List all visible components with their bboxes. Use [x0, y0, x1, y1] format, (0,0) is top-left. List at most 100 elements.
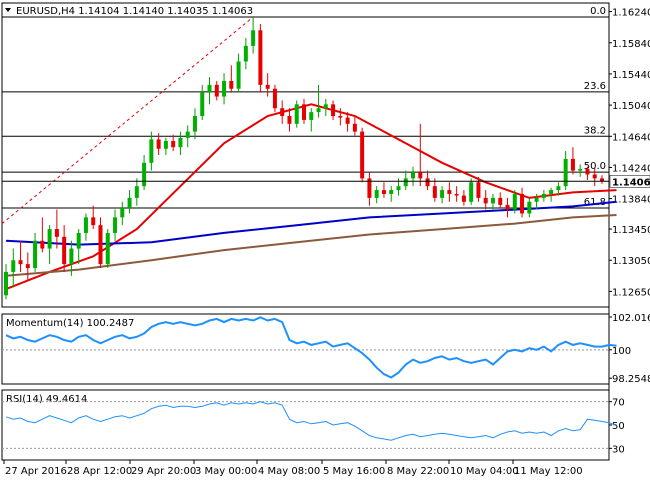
price-y-tick-label: 1.15840 — [612, 39, 650, 50]
candle — [512, 190, 517, 214]
candle — [265, 73, 270, 97]
candle-body — [585, 169, 590, 175]
fib-level-label: 0.0 — [590, 6, 606, 17]
momentum-panel: Momentum(14) 100.2487 102.0164 100 98.2548 — [2, 313, 650, 385]
candle-body — [367, 178, 372, 198]
candle-body — [570, 158, 575, 171]
candle — [578, 164, 583, 177]
candle — [440, 186, 445, 204]
panel-frames — [1, 2, 610, 461]
candle-body — [440, 190, 445, 198]
candle — [294, 100, 299, 128]
momentum-y-tick-label: 100 — [612, 346, 631, 357]
price-y-tick-label: 1.15440 — [612, 70, 650, 81]
candle — [214, 80, 219, 101]
candle — [483, 190, 488, 210]
rsi-title: RSI(14) 49.4614 — [6, 394, 87, 405]
momentum-title: Momentum(14) 100.2487 — [6, 318, 134, 329]
candle-body — [323, 104, 328, 109]
price-y-tick-label: 1.13450 — [612, 225, 650, 236]
candle — [69, 240, 74, 276]
candle-body — [222, 80, 227, 97]
candle-body — [251, 30, 256, 46]
x-tick-label: 3 May 00:00 — [195, 466, 257, 477]
price-y-tick-label: 1.13840 — [612, 195, 650, 206]
candle — [403, 170, 408, 191]
candle — [490, 193, 495, 210]
candle — [207, 77, 212, 105]
candle — [134, 178, 139, 206]
candle-body — [541, 193, 546, 198]
candle-body — [294, 104, 299, 124]
fib-trend-line[interactable] — [1, 16, 254, 224]
candle-body — [411, 172, 416, 179]
candle-body — [11, 260, 16, 272]
candle-body — [578, 169, 583, 171]
candle — [592, 167, 597, 187]
candle — [570, 147, 575, 175]
candle — [229, 65, 234, 93]
candle-body — [600, 178, 604, 182]
candle-body — [134, 186, 139, 198]
candle-body — [149, 139, 154, 163]
candle-body — [229, 80, 234, 89]
price-y-tick-label: 1.16240 — [612, 8, 650, 19]
candle — [142, 155, 147, 191]
candle-body — [83, 217, 88, 233]
candle-body — [54, 229, 59, 237]
candle — [563, 151, 568, 191]
candle — [18, 240, 23, 272]
candle-body — [316, 108, 321, 113]
candle-body — [505, 204, 510, 210]
candle-body — [120, 208, 125, 218]
candle — [120, 201, 125, 226]
candle — [171, 134, 176, 152]
candle — [360, 127, 365, 183]
candle-body — [381, 190, 386, 194]
candle-body — [272, 88, 277, 109]
candle — [156, 133, 161, 155]
rsi-frame — [1, 389, 610, 461]
candle — [425, 170, 430, 191]
candle-body — [527, 201, 532, 214]
candle-body — [25, 264, 30, 269]
candle-body — [403, 178, 408, 187]
candle-body — [287, 116, 292, 124]
candle-body — [178, 137, 183, 148]
moving-average-line-3 — [5, 214, 617, 277]
fib-level-label: 38.2 — [584, 125, 606, 136]
candle-body — [91, 217, 96, 226]
candle-body — [432, 186, 437, 198]
candle-body — [47, 229, 52, 249]
candle — [345, 112, 350, 132]
candle — [461, 190, 466, 206]
candle — [534, 193, 539, 210]
candle — [185, 125, 190, 148]
momentum-line — [5, 316, 617, 379]
candle — [33, 232, 38, 272]
candle — [76, 229, 81, 265]
candle — [251, 17, 256, 54]
collapse-triangle-icon[interactable] — [5, 8, 11, 12]
candle — [505, 197, 510, 218]
candle — [4, 264, 8, 300]
candle-body — [469, 182, 474, 202]
candle-body — [156, 139, 161, 149]
candle — [243, 38, 248, 70]
candle-body — [40, 240, 45, 249]
candle — [549, 187, 554, 202]
candle — [287, 108, 292, 132]
candle — [83, 213, 88, 241]
candle-body — [105, 232, 110, 265]
candle-body — [309, 112, 314, 120]
last-price-label: 1.14063 — [612, 177, 650, 188]
candle — [192, 108, 197, 140]
candle-body — [207, 84, 212, 93]
candle — [40, 217, 45, 253]
candle — [91, 205, 96, 230]
candle — [272, 84, 277, 113]
candle-body — [163, 140, 168, 149]
candle-body — [418, 172, 423, 179]
candle — [163, 137, 168, 155]
candle-body — [338, 116, 343, 118]
